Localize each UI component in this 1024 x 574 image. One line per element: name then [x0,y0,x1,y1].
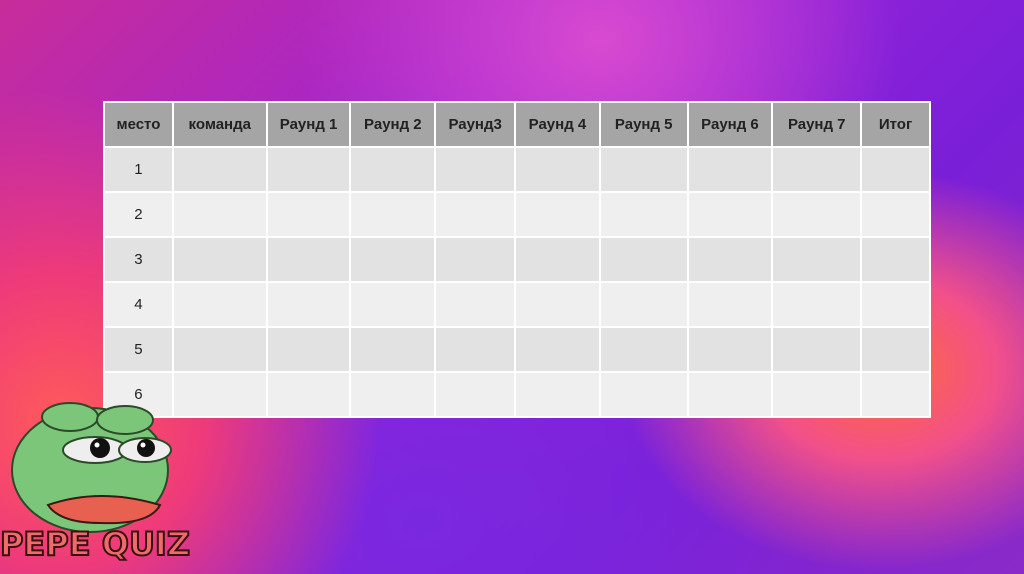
score-cell[interactable] [686,236,774,283]
score-cell[interactable] [598,146,689,193]
score-cell[interactable] [514,146,601,193]
table-row: 4 [103,281,931,328]
table-row: 5 [103,326,931,373]
score-cell[interactable] [349,146,437,193]
score-cell[interactable] [265,146,352,193]
score-cell[interactable] [265,281,352,328]
score-cell[interactable] [686,191,774,238]
table-row: 3 [103,236,931,283]
score-cell[interactable] [434,191,517,238]
score-cell[interactable] [349,236,437,283]
score-cell[interactable] [598,326,689,373]
score-cell[interactable] [771,146,863,193]
score-cell[interactable] [771,326,863,373]
column-header: Раунд 7 [771,101,863,148]
pepe-quiz-logo: PEPE QUIZ [0,402,190,564]
score-cell[interactable] [860,236,931,283]
column-header: Раунд 5 [598,101,689,148]
score-cell[interactable] [349,371,437,418]
score-cell[interactable] [598,281,689,328]
column-header: Раунд 4 [514,101,601,148]
score-cell[interactable] [349,281,437,328]
score-cell[interactable] [771,236,863,283]
score-cell[interactable] [771,281,863,328]
score-cell[interactable] [771,371,863,418]
column-header: команда [171,101,268,148]
score-cell[interactable] [265,236,352,283]
score-cell[interactable] [686,281,774,328]
score-cell[interactable] [434,326,517,373]
score-cell[interactable] [171,191,268,238]
score-cell[interactable] [434,236,517,283]
score-cell[interactable] [514,191,601,238]
score-cell[interactable] [349,191,437,238]
place-cell: 2 [103,191,174,238]
column-header: Итог [860,101,931,148]
score-cell[interactable] [171,371,268,418]
place-cell: 1 [103,146,174,193]
score-cell[interactable] [514,281,601,328]
score-cell[interactable] [434,281,517,328]
column-header: Раунд 1 [265,101,352,148]
score-cell[interactable] [598,236,689,283]
score-cell[interactable] [171,236,268,283]
table-row: 1 [103,146,931,193]
column-header: Раунд 6 [686,101,774,148]
logo-text: PEPE QUIZ [0,525,190,563]
score-cell[interactable] [171,326,268,373]
score-cell[interactable] [771,191,863,238]
score-cell[interactable] [434,146,517,193]
score-cell[interactable] [171,146,268,193]
score-cell[interactable] [598,191,689,238]
column-header: Раунд3 [434,101,517,148]
score-cell[interactable] [598,371,689,418]
score-cell[interactable] [860,281,931,328]
score-cell[interactable] [860,146,931,193]
column-header: место [103,101,174,148]
place-cell: 5 [103,326,174,373]
score-cell[interactable] [686,326,774,373]
score-cell[interactable] [686,371,774,418]
score-cell[interactable] [686,146,774,193]
score-cell[interactable] [434,371,517,418]
score-cell[interactable] [265,371,352,418]
score-cell[interactable] [265,191,352,238]
place-cell: 3 [103,236,174,283]
score-cell[interactable] [265,326,352,373]
score-cell[interactable] [514,236,601,283]
place-cell: 4 [103,281,174,328]
score-cell[interactable] [860,191,931,238]
score-cell[interactable] [860,371,931,418]
column-header: Раунд 2 [349,101,437,148]
score-cell[interactable] [514,371,601,418]
score-cell[interactable] [349,326,437,373]
table-row: 2 [103,191,931,238]
score-cell[interactable] [171,281,268,328]
score-cell[interactable] [514,326,601,373]
table-row: 6 [103,371,931,418]
score-cell[interactable] [860,326,931,373]
